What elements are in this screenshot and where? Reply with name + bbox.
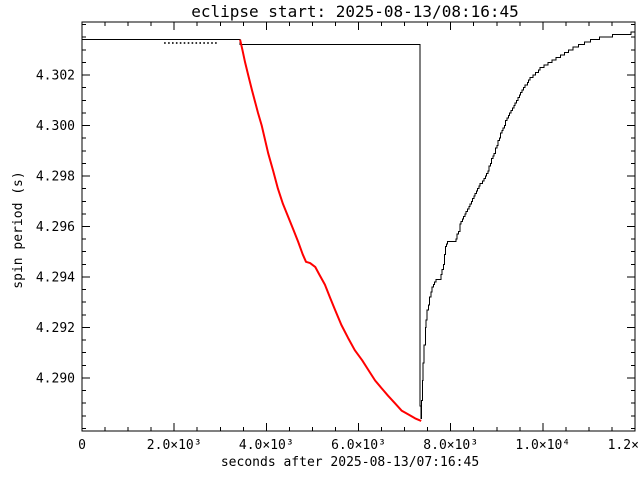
x-axis-title: seconds after 2025-08-13/07:16:45 [221,455,479,470]
x-tick-label: 2.0×10³ [147,438,202,453]
x-tick-label: 1.0×10⁴ [515,438,570,453]
measurement-dot [172,42,174,44]
measurement-dot [164,42,166,44]
tick-marks [81,22,636,431]
y-tick-label: 4.290 [36,372,75,387]
y-axis-title: spin period (s) [11,171,26,288]
axis-tick-labels: 0 2.0×10³ 4.0×10³ 6.0×10³ 8.0×10³ 1.0×10⁴ 1.2×… [36,69,640,454]
measurement-dot [187,42,190,44]
measurement-dot [195,42,198,44]
measurement-dot [183,42,186,44]
measurement-dot [191,42,194,44]
y-tick-label: 4.298 [36,170,75,185]
y-tick-label: 4.300 [36,119,75,134]
chart-title: eclipse start: 2025-08-13/08:16:45 [191,2,519,21]
measurement-dot [203,42,205,44]
black-curve-measured-spin-period [82,31,635,419]
measurement-dot [211,42,213,44]
measurement-dot [168,42,170,44]
red-curve-eclipse-spin-down [239,39,422,422]
y-tick-label: 4.296 [36,220,75,235]
x-tick-label: 8.0×10³ [423,438,478,453]
y-tick-label: 4.294 [36,271,75,286]
x-tick-label: 1.2×10⁴ [608,438,640,453]
x-tick-label: 4.0×10³ [239,438,294,453]
measurement-dots [164,42,217,44]
plot-frame [81,21,636,432]
measurement-dot [215,42,217,44]
y-tick-label: 4.292 [36,321,75,336]
data-series [82,31,635,422]
axis-ticks [81,22,636,431]
x-tick-label: 6.0×10³ [331,438,386,453]
measurement-dot [199,42,201,44]
measurement-dot [207,42,209,44]
x-tick-label: 0 [78,438,86,453]
y-tick-label: 4.302 [36,69,75,84]
measurement-dot [179,42,182,44]
measurement-dot [175,42,178,44]
